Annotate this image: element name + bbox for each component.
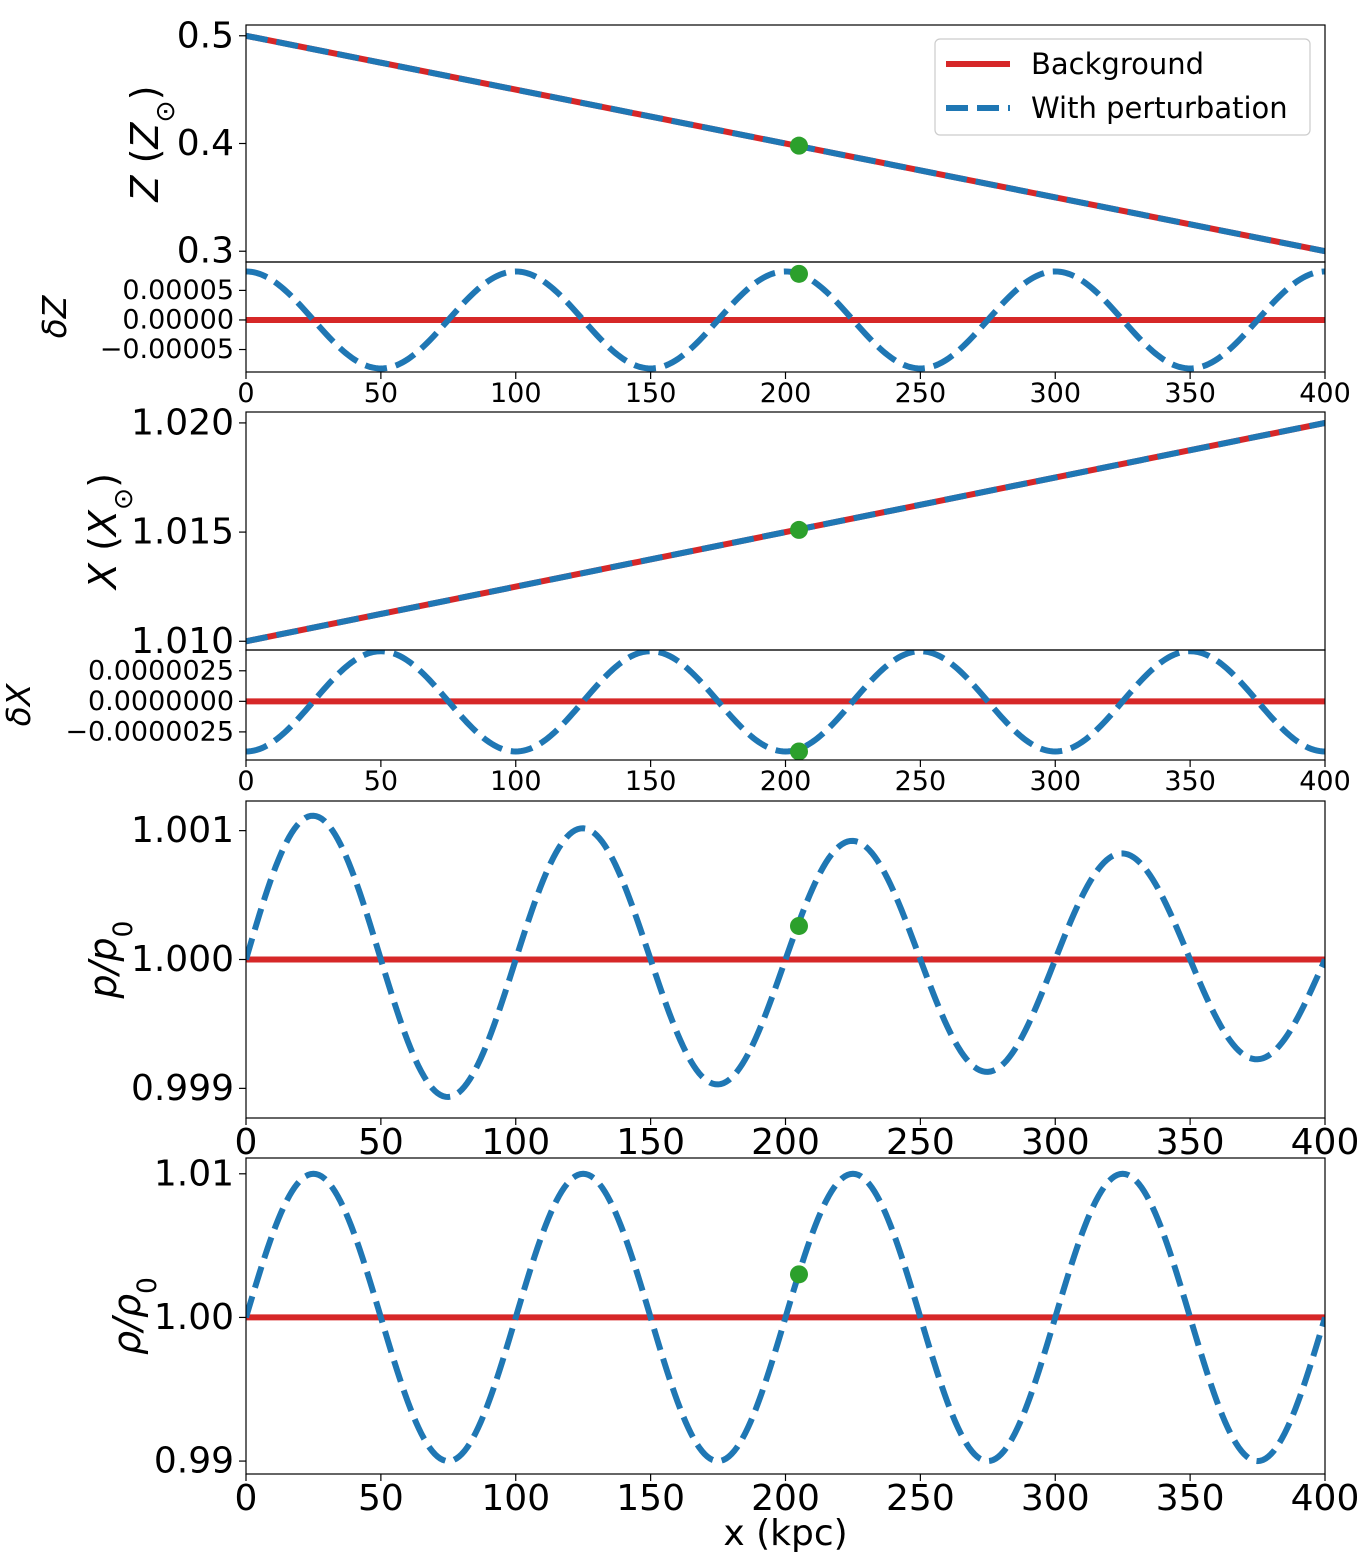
x-tick-label: 300 bbox=[1029, 766, 1081, 797]
y-axis-label: ρ/ρ0 bbox=[105, 1277, 163, 1355]
legend-box bbox=[934, 38, 1311, 136]
y-tick-label: 0.00000 bbox=[122, 304, 234, 335]
panel-Z: 0.5 0.4 0.3 Z (Z⊙) Background With perturbati… bbox=[123, 15, 1326, 272]
y-tick-label: 1.001 bbox=[131, 810, 234, 851]
x-tick-label: 0 bbox=[237, 766, 254, 797]
x-tick-label: 100 bbox=[481, 1122, 550, 1163]
plot-area-dZ bbox=[246, 264, 1325, 372]
x-tick-label: 400 bbox=[1299, 378, 1351, 409]
y-tick-label: 0.99 bbox=[154, 1441, 234, 1482]
marker-point bbox=[789, 520, 808, 539]
y-tick-label: 1.020 bbox=[131, 402, 234, 443]
y-tick-label: −0.00005 bbox=[100, 334, 234, 365]
x-tick-label: 400 bbox=[1291, 1122, 1360, 1163]
series-perturbation-line bbox=[246, 32, 1325, 255]
x-tick-label: 350 bbox=[1156, 1122, 1225, 1163]
x-tick-label: 300 bbox=[1029, 378, 1081, 409]
x-tick-label: 350 bbox=[1164, 766, 1216, 797]
x-tick-label: 50 bbox=[364, 378, 398, 409]
x-tick-label: 100 bbox=[481, 1478, 550, 1519]
axes-frame bbox=[245, 649, 1326, 761]
panel-rho: 1.01 1.00 0.990 50 100 150 200 250 300 350 400 ρ/ρ0… bbox=[105, 1153, 1359, 1552]
marker-point bbox=[789, 136, 808, 155]
y-tick-label: 0.999 bbox=[131, 1068, 234, 1109]
x-tick-label: 200 bbox=[760, 766, 812, 797]
plot-area-p bbox=[246, 812, 1325, 1100]
plot-area-rho bbox=[246, 1170, 1325, 1465]
x-tick-label: 0 bbox=[237, 378, 254, 409]
panel-X: 1.020 1.015 1.010 X (X⊙) bbox=[81, 402, 1326, 662]
legend-entry-label: With perturbation bbox=[1031, 91, 1288, 125]
x-tick-label: 150 bbox=[625, 378, 677, 409]
y-axis-label: δZ bbox=[35, 294, 74, 338]
y-tick-label: 1.00 bbox=[154, 1297, 234, 1338]
plot-area-X bbox=[246, 419, 1325, 645]
x-tick-label: 300 bbox=[1021, 1122, 1090, 1163]
series-perturbation-line bbox=[246, 650, 1325, 755]
x-tick-label: 400 bbox=[1299, 766, 1351, 797]
series-perturbation-line bbox=[246, 419, 1325, 645]
y-tick-label: −0.0000025 bbox=[65, 716, 234, 747]
plot-area-Z bbox=[246, 32, 1325, 255]
y-axis-label: δX bbox=[0, 682, 38, 726]
x-tick-label: 350 bbox=[1164, 378, 1216, 409]
x-tick-label: 150 bbox=[616, 1478, 685, 1519]
y-axis-label: Z (Z⊙) bbox=[123, 85, 181, 202]
y-axis-label: p/p0 bbox=[81, 921, 139, 1000]
x-tick-label: 150 bbox=[616, 1122, 685, 1163]
x-tick-label: 50 bbox=[358, 1478, 404, 1519]
y-tick-label: 0.5 bbox=[177, 15, 234, 56]
series-perturbation-line bbox=[246, 1170, 1325, 1465]
x-tick-label: 50 bbox=[364, 766, 398, 797]
y-tick-label: 1.010 bbox=[131, 621, 234, 662]
x-tick-label: 250 bbox=[895, 766, 947, 797]
x-tick-label: 200 bbox=[751, 1478, 820, 1519]
y-tick-label: 1.01 bbox=[154, 1153, 234, 1194]
marker-point bbox=[789, 916, 808, 935]
y-tick-label: 0.4 bbox=[177, 123, 234, 164]
marker-point bbox=[789, 1265, 808, 1284]
y-axis-label: X (X⊙) bbox=[81, 473, 139, 591]
plot-area-dX bbox=[246, 650, 1325, 760]
marker-point bbox=[789, 742, 808, 760]
legend-entry-label: Background bbox=[1031, 47, 1204, 81]
x-tick-label: 250 bbox=[895, 378, 947, 409]
series-perturbation-line bbox=[246, 812, 1325, 1100]
x-axis-label: x (kpc) bbox=[723, 1513, 847, 1552]
y-tick-label: 1.000 bbox=[131, 939, 234, 980]
x-tick-label: 400 bbox=[1291, 1478, 1360, 1519]
x-tick-label: 350 bbox=[1156, 1478, 1225, 1519]
x-tick-label: 0 bbox=[235, 1478, 258, 1519]
x-tick-label: 300 bbox=[1021, 1478, 1090, 1519]
series-perturbation-line bbox=[246, 268, 1325, 372]
y-tick-label: 0.0000000 bbox=[88, 686, 234, 717]
x-tick-label: 50 bbox=[358, 1122, 404, 1163]
y-tick-label: 0.3 bbox=[177, 231, 234, 272]
legend: Background With perturbation bbox=[934, 38, 1311, 136]
x-tick-label: 100 bbox=[490, 378, 542, 409]
x-tick-label: 200 bbox=[751, 1122, 820, 1163]
y-tick-label: 0.0000025 bbox=[88, 655, 234, 686]
x-tick-label: 250 bbox=[886, 1122, 955, 1163]
y-tick-label: 0.00005 bbox=[122, 275, 234, 306]
y-tick-label: 1.015 bbox=[131, 512, 234, 553]
x-tick-label: 0 bbox=[235, 1122, 258, 1163]
x-tick-label: 100 bbox=[490, 766, 542, 797]
marker-point bbox=[789, 264, 808, 283]
x-tick-label: 200 bbox=[760, 378, 812, 409]
x-tick-label: 250 bbox=[886, 1478, 955, 1519]
x-tick-label: 150 bbox=[625, 766, 677, 797]
